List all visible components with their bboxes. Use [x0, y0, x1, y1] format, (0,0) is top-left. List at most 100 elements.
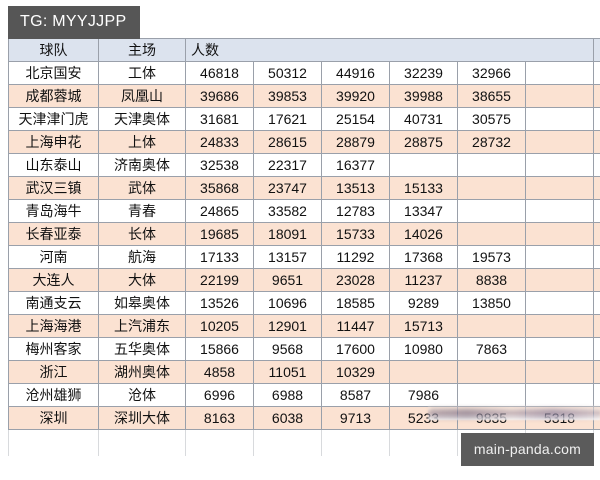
cell-attendance-3[interactable]: 16377: [321, 153, 390, 177]
cell-attendance-6[interactable]: [525, 107, 594, 131]
cell-average[interactable]: 7265: [593, 406, 600, 430]
empty-cell[interactable]: [321, 429, 390, 456]
cell-attendance-4[interactable]: 32239: [389, 61, 458, 85]
cell-attendance-1[interactable]: 24865: [185, 199, 254, 223]
cell-attendance-4[interactable]: 11237: [389, 268, 458, 292]
cell-attendance-5[interactable]: [457, 199, 526, 223]
cell-attendance-5[interactable]: [457, 314, 526, 338]
cell-attendance-3[interactable]: 11447: [321, 314, 390, 338]
empty-cell[interactable]: [8, 429, 99, 456]
cell-team[interactable]: 深圳: [8, 406, 99, 430]
table-row[interactable]: 深圳深圳大体8163603897135233983553187265: [8, 406, 600, 430]
cell-attendance-2[interactable]: 18091: [253, 222, 322, 246]
cell-attendance-5[interactable]: [457, 383, 526, 407]
empty-cell[interactable]: [593, 429, 600, 456]
cell-venue[interactable]: 凤凰山: [98, 84, 186, 108]
cell-venue[interactable]: 湖州奥体: [98, 360, 186, 384]
cell-team[interactable]: 上海海港: [8, 314, 99, 338]
cell-venue[interactable]: 上汽浦东: [98, 314, 186, 338]
cell-attendance-3[interactable]: 13513: [321, 176, 390, 200]
cell-attendance-5[interactable]: [457, 176, 526, 200]
cell-attendance-5[interactable]: 30575: [457, 107, 526, 131]
cell-venue[interactable]: 五华奥体: [98, 337, 186, 361]
cell-average[interactable]: 12375: [593, 337, 600, 361]
column-header-count[interactable]: 人数: [185, 38, 594, 62]
cell-attendance-2[interactable]: 23747: [253, 176, 322, 200]
cell-average[interactable]: 14990: [593, 268, 600, 292]
cell-attendance-3[interactable]: 10329: [321, 360, 390, 384]
cell-venue[interactable]: 工体: [98, 61, 186, 85]
cell-average[interactable]: 21144: [593, 199, 600, 223]
cell-attendance-1[interactable]: 8163: [185, 406, 254, 430]
cell-attendance-4[interactable]: [389, 360, 458, 384]
cell-venue[interactable]: 航海: [98, 245, 186, 269]
cell-attendance-6[interactable]: [525, 153, 594, 177]
cell-attendance-5[interactable]: [457, 222, 526, 246]
cell-attendance-5[interactable]: 19573: [457, 245, 526, 269]
column-header-team[interactable]: 球队: [8, 38, 99, 62]
cell-attendance-4[interactable]: [389, 153, 458, 177]
cell-attendance-1[interactable]: 35868: [185, 176, 254, 200]
cell-attendance-4[interactable]: 15713: [389, 314, 458, 338]
column-header-average[interactable]: 场均人数: [593, 38, 600, 62]
cell-attendance-5[interactable]: [457, 360, 526, 384]
cell-venue[interactable]: 武体: [98, 176, 186, 200]
cell-attendance-3[interactable]: 44916: [321, 61, 390, 85]
cell-attendance-2[interactable]: 17621: [253, 107, 322, 131]
cell-average[interactable]: 27987: [593, 130, 600, 154]
cell-attendance-6[interactable]: [525, 61, 594, 85]
cell-attendance-1[interactable]: 31681: [185, 107, 254, 131]
cell-team[interactable]: 沧州雄狮: [8, 383, 99, 407]
cell-attendance-2[interactable]: 28615: [253, 130, 322, 154]
cell-attendance-1[interactable]: 10205: [185, 314, 254, 338]
cell-attendance-6[interactable]: [525, 199, 594, 223]
empty-cell[interactable]: [253, 429, 322, 456]
cell-team[interactable]: 河南: [8, 245, 99, 269]
cell-attendance-3[interactable]: 18585: [321, 291, 390, 315]
cell-attendance-3[interactable]: 39920: [321, 84, 390, 108]
cell-attendance-3[interactable]: 11292: [321, 245, 390, 269]
cell-attendance-5[interactable]: 32966: [457, 61, 526, 85]
cell-attendance-1[interactable]: 32538: [185, 153, 254, 177]
cell-average[interactable]: 12566: [593, 314, 600, 338]
cell-attendance-6[interactable]: 5318: [525, 406, 594, 430]
cell-attendance-4[interactable]: 10980: [389, 337, 458, 361]
cell-attendance-1[interactable]: 46818: [185, 61, 254, 85]
cell-attendance-2[interactable]: 39853: [253, 84, 322, 108]
cell-attendance-5[interactable]: 13850: [457, 291, 526, 315]
cell-team[interactable]: 山东泰山: [8, 153, 99, 177]
empty-cell[interactable]: [185, 429, 254, 456]
cell-attendance-2[interactable]: 6038: [253, 406, 322, 430]
cell-venue[interactable]: 大体: [98, 268, 186, 292]
cell-attendance-6[interactable]: [525, 360, 594, 384]
cell-attendance-5[interactable]: 7863: [457, 337, 526, 361]
cell-venue[interactable]: 沧体: [98, 383, 186, 407]
cell-attendance-6[interactable]: [525, 176, 594, 200]
cell-attendance-2[interactable]: 11051: [253, 360, 322, 384]
cell-attendance-6[interactable]: [525, 383, 594, 407]
cell-attendance-1[interactable]: 4858: [185, 360, 254, 384]
cell-attendance-2[interactable]: 6988: [253, 383, 322, 407]
cell-attendance-6[interactable]: [525, 314, 594, 338]
cell-attendance-3[interactable]: 15733: [321, 222, 390, 246]
cell-attendance-3[interactable]: 12783: [321, 199, 390, 223]
cell-venue[interactable]: 上体: [98, 130, 186, 154]
cell-attendance-3[interactable]: 28879: [321, 130, 390, 154]
cell-team[interactable]: 青岛海牛: [8, 199, 99, 223]
cell-team[interactable]: 北京国安: [8, 61, 99, 85]
cell-attendance-1[interactable]: 13526: [185, 291, 254, 315]
cell-attendance-1[interactable]: 22199: [185, 268, 254, 292]
cell-attendance-4[interactable]: 7986: [389, 383, 458, 407]
cell-attendance-6[interactable]: [525, 337, 594, 361]
cell-attendance-5[interactable]: 8838: [457, 268, 526, 292]
